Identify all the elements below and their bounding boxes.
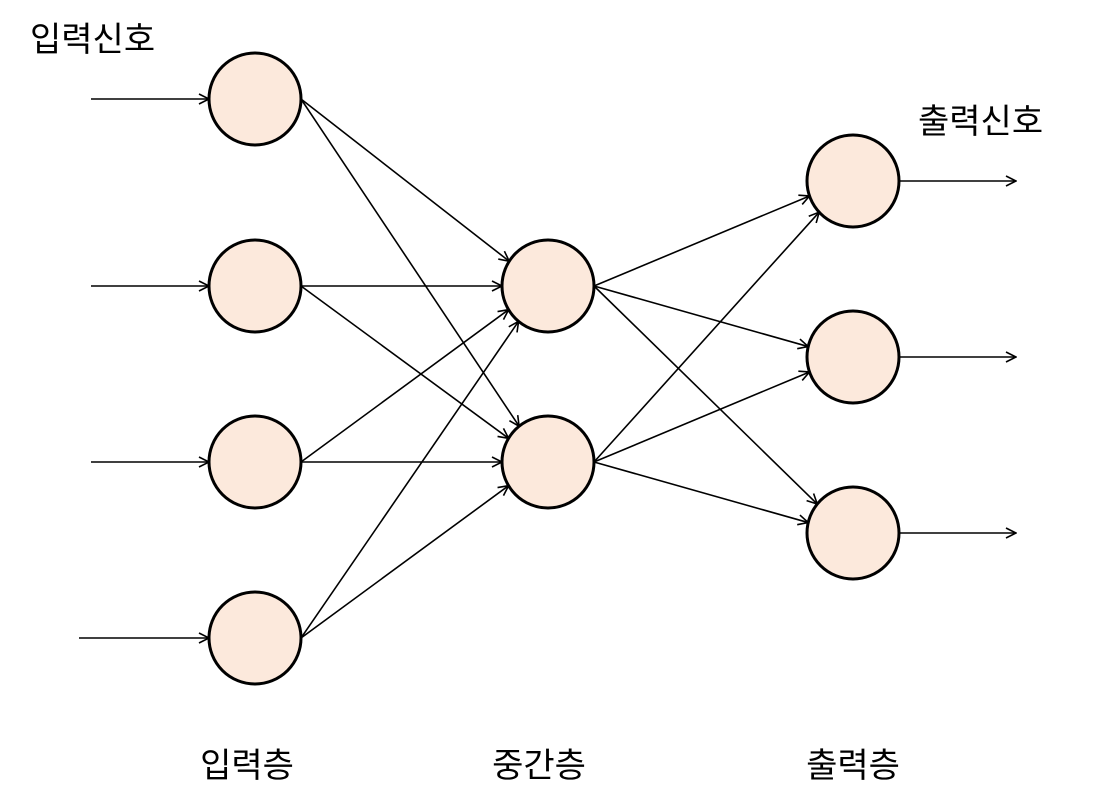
output-signal-label: 출력신호 [918,102,1043,142]
hidden-output-connection [593,196,810,287]
input-node [207,238,303,334]
input-layer-label: 입력층 [200,746,294,786]
input-signal-label: 입력신호 [30,20,155,60]
input-hidden-connection [300,285,509,438]
hidden-layer-label: 중간층 [492,746,586,786]
output-layer-label: 출력층 [806,746,900,786]
input-node [207,51,303,147]
hidden-node [500,414,596,510]
input-node [207,414,303,510]
input-hidden-connection [300,486,509,639]
nodes-group [207,51,901,686]
input-hidden-connection [300,98,509,261]
output-node [805,485,901,581]
input-hidden-connection [300,321,519,639]
input-hidden-connection [300,98,519,426]
edges-group [79,99,1016,638]
hidden-output-connection [593,285,817,504]
hidden-output-connection [593,372,810,463]
hidden-output-connection [593,212,819,463]
output-node [805,309,901,405]
hidden-output-connection [593,461,808,523]
output-node [805,133,901,229]
hidden-output-connection [593,285,808,347]
hidden-node [500,238,596,334]
input-hidden-connection [300,310,509,463]
input-node [207,590,303,686]
